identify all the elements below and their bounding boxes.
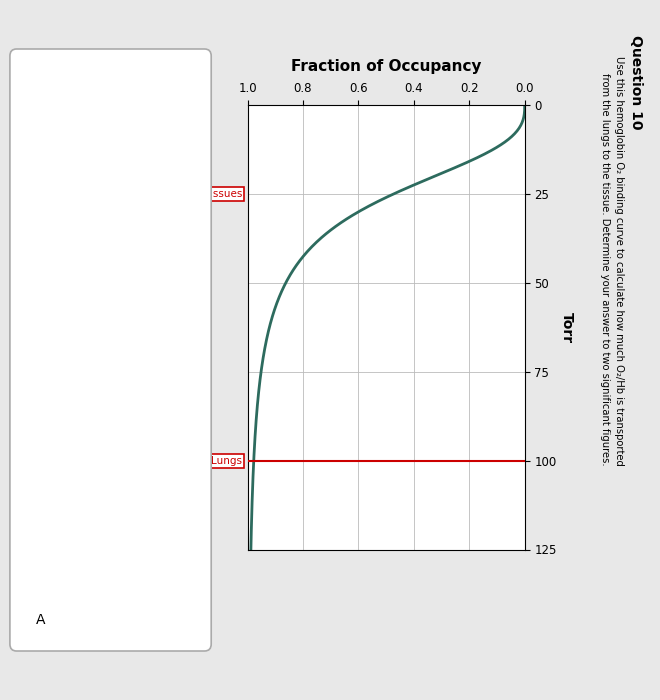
Title: Fraction of Occupancy: Fraction of Occupancy [291, 60, 481, 74]
Text: Tissues: Tissues [203, 189, 242, 199]
Text: Use this hemoglobin O₂ binding curve to calculate how much O₂/Hb is transported
: Use this hemoglobin O₂ binding curve to … [601, 56, 624, 466]
Text: Question 10: Question 10 [630, 35, 644, 130]
Y-axis label: Torr: Torr [560, 312, 574, 343]
Text: A: A [36, 612, 46, 626]
Text: Lungs: Lungs [211, 456, 242, 466]
